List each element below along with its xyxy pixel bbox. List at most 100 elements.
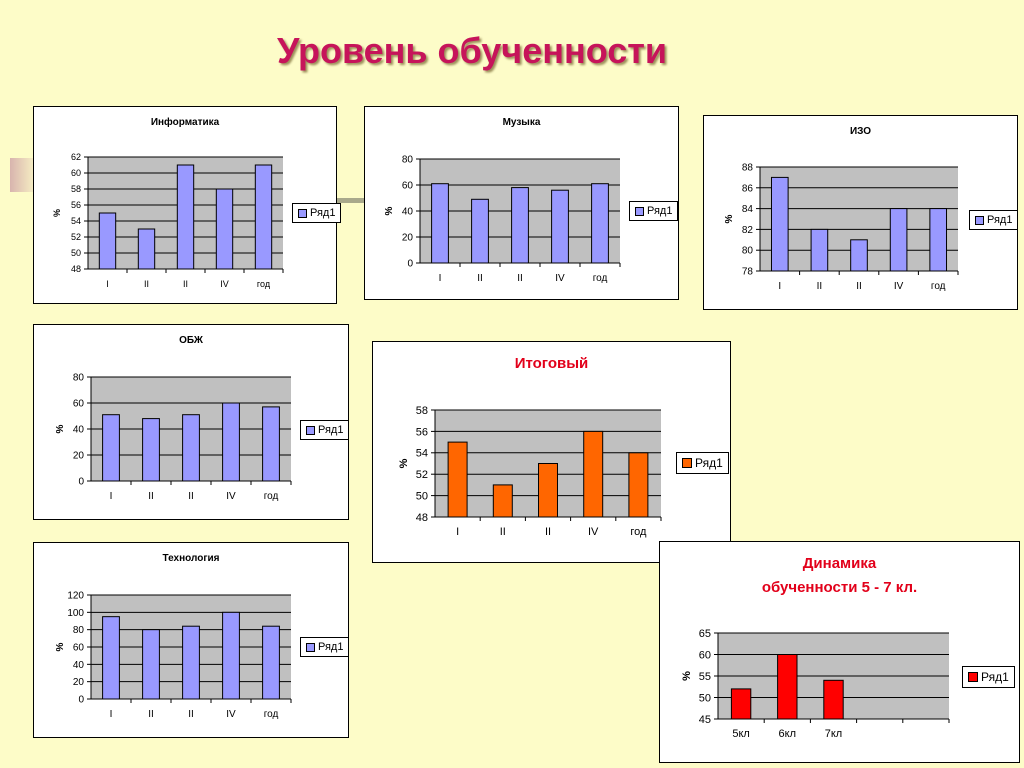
bar: [810, 228, 829, 272]
bar: [850, 239, 868, 272]
chart-title: ИЗО: [849, 126, 872, 137]
x-tick-label: II: [148, 491, 154, 502]
y-tick-label: 88: [742, 163, 754, 174]
legend-label: Ряд1: [987, 214, 1013, 226]
x-tick-label: II: [188, 491, 194, 502]
y-tick-label: 40: [73, 660, 85, 671]
legend-swatch: [682, 458, 692, 468]
y-tick-label: 56: [416, 426, 428, 438]
chart-title: Музыка: [502, 117, 541, 128]
y-tick-label: 82: [742, 225, 754, 236]
y-tick-label: 40: [73, 425, 85, 436]
y-tick-label: 60: [402, 181, 414, 192]
x-tick-label: 6кл: [779, 728, 796, 740]
chart-plot-svg: 45 50 55 60 65 5кл 6кл 7кл%: [681, 628, 950, 740]
bar: [142, 629, 160, 700]
bar: [102, 616, 120, 700]
bar: [102, 414, 120, 482]
y-tick-label: 20: [73, 451, 85, 462]
y-axis-label: %: [52, 209, 62, 217]
bar: [471, 198, 489, 264]
y-tick-label: 84: [742, 204, 754, 215]
chart-title: Итоговый: [514, 355, 589, 372]
y-tick-label: 50: [416, 490, 428, 502]
y-tick-label: 50: [71, 248, 81, 258]
chart-legend: Ряд1: [676, 452, 729, 474]
bar: [222, 402, 240, 482]
x-tick-label: I: [110, 491, 113, 502]
bar: [511, 187, 529, 264]
legend-swatch: [968, 672, 978, 682]
chart-legend: Ряд1: [300, 420, 350, 440]
y-tick-label: 60: [73, 399, 85, 410]
x-tick-label: II: [477, 273, 483, 284]
bar: [777, 654, 798, 720]
bar: [222, 611, 240, 700]
y-tick-label: 80: [73, 373, 85, 384]
x-tick-label: II: [148, 709, 154, 720]
legend-swatch: [298, 208, 307, 218]
chart-subtitle: обученности 5 - 7 кл.: [761, 579, 918, 596]
x-tick-label: 5кл: [732, 728, 749, 740]
page-title: Уровень обученности: [276, 30, 668, 71]
bar: [823, 679, 844, 720]
bar: [551, 189, 569, 264]
chart-title: Динамика: [802, 555, 877, 572]
chart-informatika: Информатика 48 50 52 54 56 58 60 62 I II II IV год% …: [33, 106, 342, 304]
legend-swatch: [975, 215, 984, 225]
x-tick-label: II: [500, 526, 506, 538]
x-tick-label: год: [264, 491, 279, 502]
bar: [591, 183, 609, 264]
y-tick-label: 0: [78, 477, 84, 488]
x-tick-label: II: [144, 279, 149, 289]
legend-swatch: [306, 425, 315, 435]
chart-obzh: ОБЖ 0 20 40 60 80 I II II IV год% Ряд1: [33, 324, 350, 520]
bar: [215, 188, 234, 270]
bar: [137, 228, 156, 270]
legend-label: Ряд1: [318, 424, 344, 436]
x-tick-label: IV: [555, 273, 565, 284]
y-tick-label: 48: [71, 264, 81, 274]
bar: [447, 441, 468, 518]
y-axis-label: %: [681, 671, 693, 681]
legend-swatch: [635, 206, 644, 216]
y-tick-label: 80: [73, 625, 85, 636]
bar: [262, 625, 280, 700]
y-tick-label: 80: [402, 155, 414, 166]
bar: [98, 212, 117, 270]
y-tick-label: 52: [416, 469, 428, 481]
chart-legend: Ряд1: [300, 637, 350, 657]
bar: [889, 208, 908, 272]
chart-title: ОБЖ: [179, 335, 203, 346]
y-tick-label: 60: [699, 649, 711, 661]
chart-muzyka: Музыка 0 20 40 60 80 I II II IV год% Ряд1: [364, 106, 679, 300]
y-axis-label: %: [724, 214, 735, 223]
y-tick-label: 100: [67, 608, 84, 619]
y-tick-label: 55: [699, 671, 711, 683]
x-tick-label: IV: [226, 491, 236, 502]
x-tick-label: 7кл: [825, 728, 842, 740]
y-tick-label: 45: [699, 714, 711, 726]
y-tick-label: 62: [71, 152, 81, 162]
decorative-line: [336, 198, 366, 203]
y-tick-label: 60: [73, 643, 85, 654]
x-tick-label: II: [183, 279, 188, 289]
y-tick-label: 86: [742, 183, 754, 194]
y-tick-label: 65: [699, 628, 711, 640]
y-axis-label: %: [55, 642, 66, 651]
legend-swatch: [306, 642, 315, 652]
x-tick-label: II: [188, 709, 194, 720]
x-tick-label: I: [778, 281, 781, 292]
x-tick-label: I: [439, 273, 442, 284]
y-tick-label: 78: [742, 267, 754, 278]
x-tick-label: I: [110, 709, 113, 720]
y-tick-label: 56: [71, 200, 81, 210]
y-tick-label: 50: [699, 692, 711, 704]
y-axis-label: %: [384, 206, 395, 215]
x-tick-label: II: [856, 281, 862, 292]
